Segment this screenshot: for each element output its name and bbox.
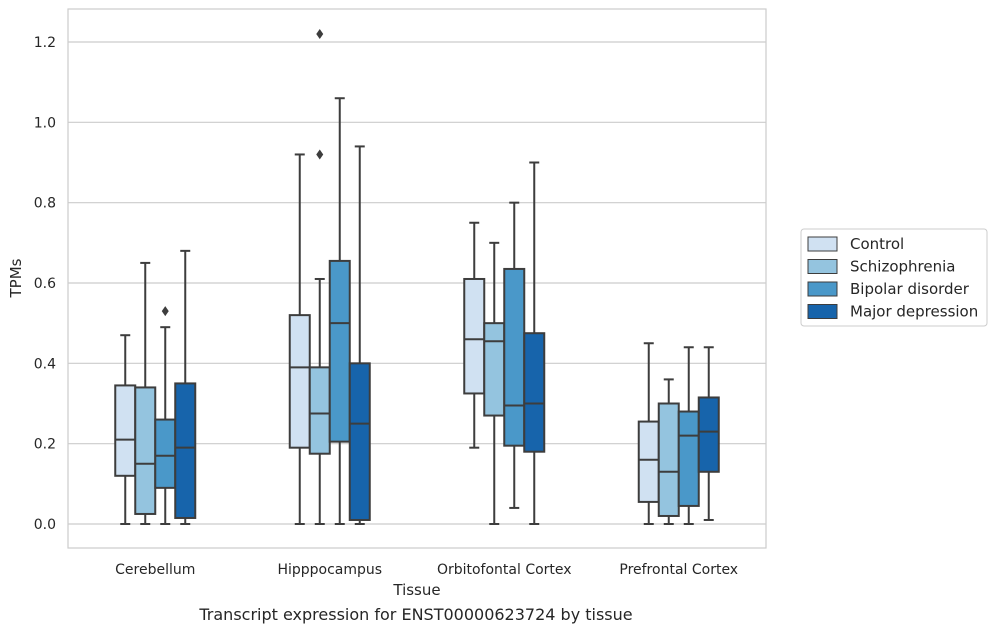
- y-tick-labels: 0.0 0.2 0.4 0.6 0.8 1.0 1.2: [34, 35, 56, 533]
- box-iqr: [174, 382, 197, 519]
- box-bipolar-disorder: [154, 306, 177, 525]
- box-bipolar-disorder: [503, 201, 526, 509]
- box-iqr: [114, 384, 137, 477]
- box-control: [288, 153, 311, 525]
- box-iqr: [503, 267, 526, 447]
- box-iqr: [308, 366, 331, 455]
- x-tick-label: Prefrontal Cortex: [619, 562, 738, 578]
- x-tick-label: Cerebellum: [115, 562, 195, 578]
- x-tick-label: Hipppocampus: [277, 562, 382, 578]
- box-major-depression: [348, 145, 371, 525]
- y-tick-label: 0.2: [34, 437, 56, 453]
- y-tick-label: 0.0: [34, 517, 56, 533]
- legend-swatch: [807, 304, 838, 319]
- box-iqr: [657, 402, 680, 517]
- box-schizophrenia: [483, 241, 506, 525]
- box-iqr: [677, 410, 700, 507]
- box-iqr: [523, 332, 546, 453]
- legend-label: Schizophrenia: [850, 258, 955, 276]
- legend-label: Bipolar disorder: [850, 280, 970, 298]
- box-iqr: [463, 277, 486, 395]
- box-major-depression: [523, 161, 546, 525]
- box-iqr: [483, 322, 506, 417]
- box-major-depression: [174, 249, 197, 525]
- plot-area: [67, 8, 767, 549]
- y-tick-label: 0.4: [34, 356, 56, 372]
- box-schizophrenia: [308, 28, 331, 525]
- box-control: [463, 221, 486, 449]
- box-major-depression: [697, 346, 720, 521]
- outlier-point: [316, 149, 324, 160]
- legend-swatch: [807, 281, 838, 297]
- outlier-point: [316, 28, 324, 39]
- box-series: [114, 28, 720, 525]
- outlier-point: [161, 306, 169, 317]
- y-tick-label: 0.8: [34, 196, 56, 212]
- legend-swatch: [807, 236, 838, 252]
- legend-label: Major depression: [850, 303, 978, 321]
- box-bipolar-disorder: [328, 97, 351, 525]
- legend-label: Control: [850, 235, 904, 253]
- box-iqr: [637, 420, 660, 503]
- box-iqr: [697, 396, 720, 473]
- legend: Control Schizophrenia Bipolar disorder Majo…: [800, 228, 988, 327]
- x-tick-labels: Cerebellum Hipppocampus Orbitofontal Corte…: [115, 562, 738, 578]
- box-iqr: [154, 418, 177, 489]
- box-iqr: [134, 386, 157, 515]
- box-iqr: [328, 259, 351, 443]
- box-iqr: [348, 362, 371, 521]
- legend-swatch: [807, 259, 838, 274]
- box-schizophrenia: [657, 378, 680, 525]
- y-tick-label: 1.2: [34, 35, 56, 51]
- x-tick-label: Orbitofontal Cortex: [437, 562, 572, 578]
- y-axis-title: TPMs: [7, 258, 25, 298]
- box-bipolar-disorder: [677, 346, 700, 525]
- y-tick-label: 0.6: [34, 276, 56, 292]
- y-tick-label: 1.0: [34, 115, 56, 131]
- figure-caption: Transcript expression for ENST0000062372…: [199, 605, 633, 624]
- box-schizophrenia: [134, 261, 157, 525]
- x-axis-title: Tissue: [392, 581, 440, 599]
- box-iqr: [288, 314, 311, 449]
- legend-frame: [800, 228, 988, 327]
- box-control: [637, 342, 660, 525]
- box-control: [114, 334, 137, 525]
